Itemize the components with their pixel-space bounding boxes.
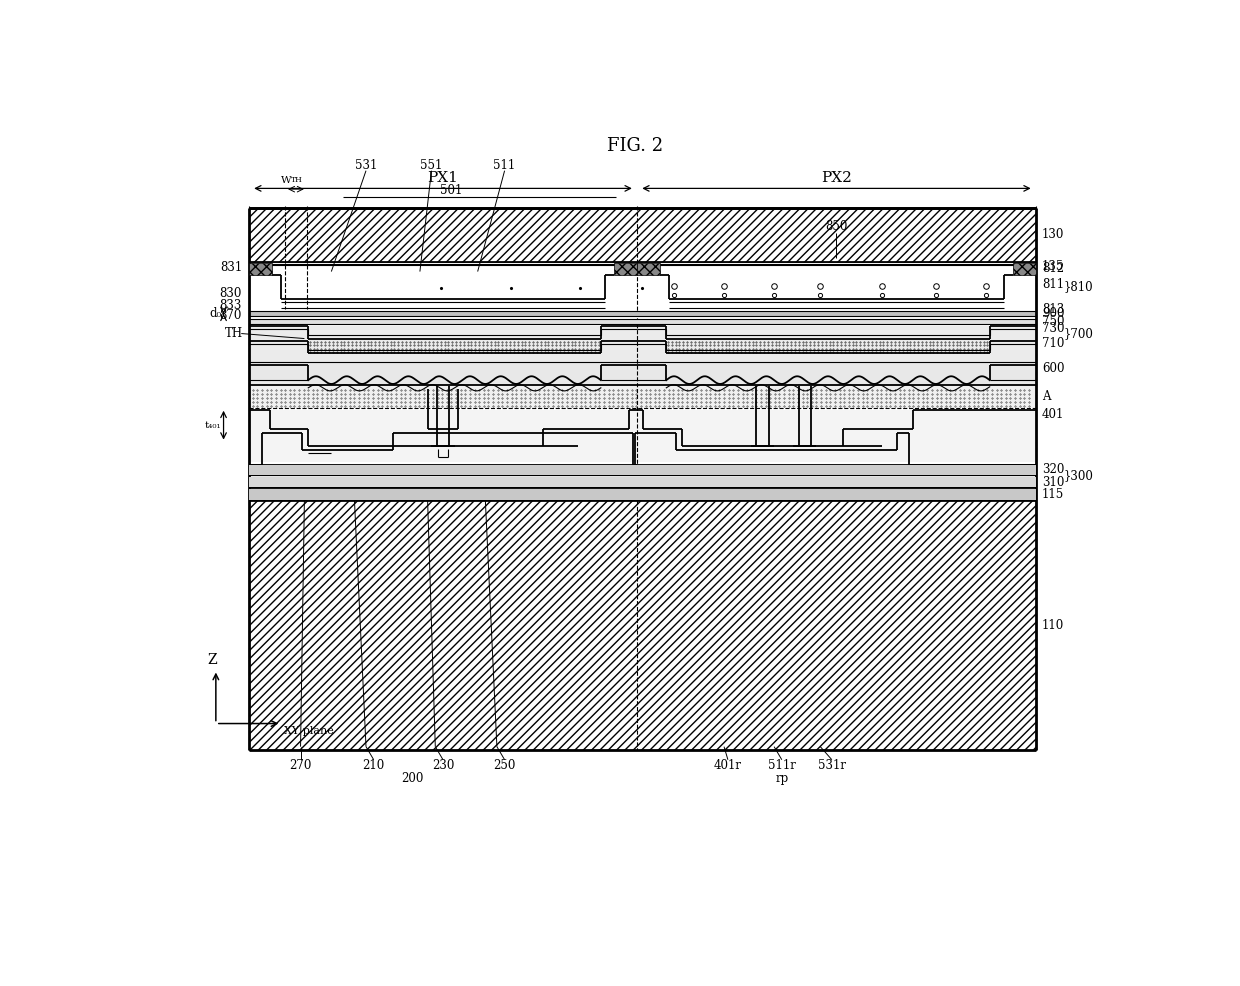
Bar bbox=[614, 263, 637, 275]
Text: TH: TH bbox=[224, 327, 243, 340]
Text: 531r: 531r bbox=[818, 759, 846, 772]
Text: 320: 320 bbox=[1042, 463, 1064, 476]
Text: 115: 115 bbox=[1042, 488, 1064, 501]
Text: rp: rp bbox=[775, 772, 789, 785]
Text: FIG. 2: FIG. 2 bbox=[608, 137, 663, 155]
Text: 135: 135 bbox=[1042, 259, 1064, 273]
Bar bbox=[249, 385, 1035, 408]
Text: 600: 600 bbox=[1042, 362, 1065, 375]
Text: 501: 501 bbox=[439, 184, 461, 197]
Text: TH: TH bbox=[290, 176, 303, 183]
Text: }700: }700 bbox=[1064, 327, 1094, 340]
Bar bbox=[249, 318, 1035, 324]
Text: XY plane: XY plane bbox=[284, 726, 334, 736]
Text: 130: 130 bbox=[1042, 228, 1064, 242]
Text: W: W bbox=[281, 176, 291, 185]
Bar bbox=[249, 208, 1035, 261]
Text: 870: 870 bbox=[219, 309, 242, 322]
Bar bbox=[249, 326, 1035, 363]
Text: 511r: 511r bbox=[768, 759, 796, 772]
Text: d₀: d₀ bbox=[210, 308, 221, 320]
Text: 210: 210 bbox=[362, 759, 384, 772]
Text: 813: 813 bbox=[1042, 303, 1064, 316]
Text: Z: Z bbox=[207, 653, 217, 667]
Text: }810: }810 bbox=[1064, 280, 1094, 293]
Text: 230: 230 bbox=[432, 759, 454, 772]
Text: }300: }300 bbox=[1064, 469, 1094, 482]
Bar bbox=[637, 263, 660, 275]
Text: 750: 750 bbox=[1042, 315, 1065, 327]
Bar bbox=[249, 489, 1035, 500]
Text: 310: 310 bbox=[1042, 475, 1064, 489]
Text: 551: 551 bbox=[420, 159, 443, 172]
Text: t₄₀₁: t₄₀₁ bbox=[205, 421, 221, 430]
Text: 730: 730 bbox=[1042, 322, 1065, 335]
Text: 401: 401 bbox=[1042, 408, 1064, 421]
Text: 110: 110 bbox=[1042, 619, 1064, 632]
Text: 401r: 401r bbox=[714, 759, 742, 772]
Bar bbox=[249, 410, 1035, 461]
Text: 250: 250 bbox=[494, 759, 516, 772]
Text: 270: 270 bbox=[289, 759, 311, 772]
Text: 833: 833 bbox=[219, 299, 242, 312]
Text: 511: 511 bbox=[494, 159, 516, 172]
Text: 812: 812 bbox=[1042, 262, 1064, 275]
Bar bbox=[249, 311, 1035, 317]
Text: 830: 830 bbox=[219, 287, 242, 301]
Text: 900: 900 bbox=[1042, 307, 1065, 320]
Bar bbox=[1013, 263, 1035, 275]
Bar bbox=[249, 263, 272, 275]
Text: 850: 850 bbox=[826, 221, 848, 234]
Text: 531: 531 bbox=[355, 159, 377, 172]
Text: A: A bbox=[1042, 389, 1050, 403]
Text: PX1: PX1 bbox=[428, 171, 459, 184]
Bar bbox=[249, 361, 1035, 385]
Text: 200: 200 bbox=[401, 772, 423, 785]
Text: 710: 710 bbox=[1042, 336, 1064, 350]
Text: PX2: PX2 bbox=[821, 171, 852, 184]
Bar bbox=[249, 464, 1035, 475]
Text: 831: 831 bbox=[221, 261, 243, 274]
Text: 811: 811 bbox=[1042, 278, 1064, 291]
Bar bbox=[249, 477, 1035, 487]
Bar bbox=[249, 500, 1035, 750]
